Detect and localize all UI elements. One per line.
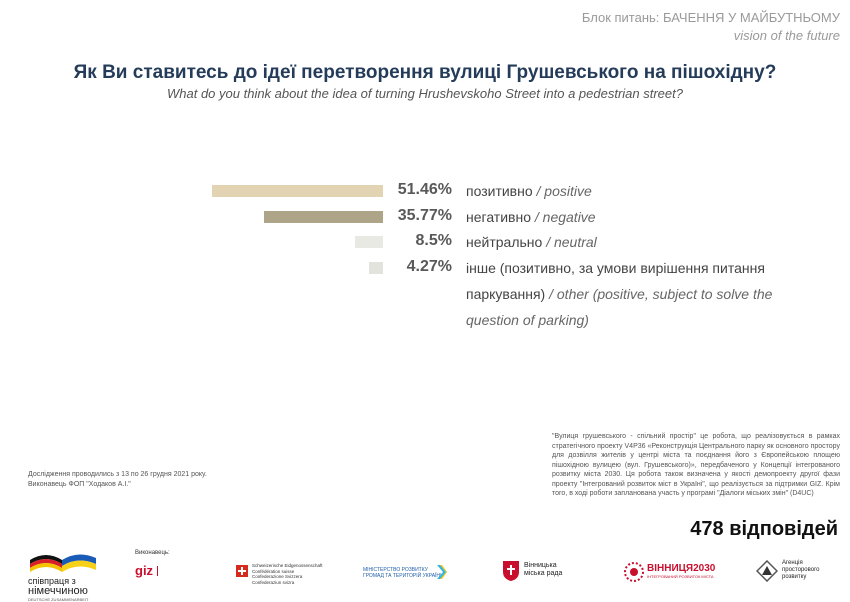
giz-label: Виконавець: [135, 550, 170, 556]
category-ua-4: інше (позитивно, за умови вирішення пита… [466, 260, 765, 302]
bar-value-label-1: 51.46% [397, 181, 452, 198]
flags-icon [30, 554, 96, 572]
category-en-3: / neutral [546, 234, 597, 250]
swiss-line-4: Confederaziun svizra [252, 579, 295, 585]
category-label-3: нейтрально / neutral [466, 229, 826, 255]
category-label-4: інше (позитивно, за умови вирішення пита… [466, 255, 776, 333]
ministry-line1: МІНІСТЕРСТВО РОЗВИТКУ [363, 567, 428, 573]
logo-germany-cooperation: співпраця з німеччиною DEUTSCHE ZUSAMMEN… [28, 550, 108, 602]
swiss-line-1: Schweizerische Eidgenossenschaft [252, 563, 323, 568]
category-en-4: / other (positive, subject to solve the … [466, 286, 773, 328]
block-header: Блок питань: БАЧЕННЯ У МАЙБУТНЬОМУ visio… [582, 9, 840, 45]
germany-line2: німеччиною [28, 585, 88, 597]
partner-logos: співпраця з німеччиною DEUTSCHE ZUSAMMEN… [0, 544, 850, 602]
bar-2 [264, 211, 383, 223]
bar-1 [212, 185, 383, 197]
category-en-2: / negative [534, 209, 596, 225]
project-note: "Вулиця грушевського - спільний простір"… [552, 433, 840, 497]
agency-line3: розвитку [782, 574, 807, 580]
chart-title: Як Ви ставитесь до ідеї перетворення вул… [73, 62, 777, 83]
ministry-line2: ГРОМАД ТА ТЕРИТОРІЙ УКРАЇНИ [363, 573, 444, 579]
category-ua-3: нейтрально [466, 234, 547, 250]
vinnytsia2030-name: ВІННИЦЯ2030 [647, 563, 716, 574]
logo-ministry: МІНІСТЕРСТВО РОЗВИТКУ ГРОМАД ТА ТЕРИТОРІ… [363, 550, 453, 594]
chart-subtitle: What do you think about the idea of turn… [167, 86, 683, 101]
swiss-line-3: Confederazione Svizzera [252, 574, 303, 579]
germany-line3: DEUTSCHE ZUSAMMENARBEIT [28, 597, 89, 602]
ministry-chevron-icon [437, 565, 447, 579]
sunburst-icon [624, 562, 644, 582]
block-label-en: vision of the future [733, 28, 840, 43]
survey-note: Дослідження проводились з 13 по 26 грудн… [28, 470, 207, 490]
giz-subtext-icon [157, 565, 198, 576]
category-ua-1: позитивно [466, 183, 537, 199]
logo-giz: Виконавець: giz [135, 550, 215, 594]
bar-value-label-2: 35.77% [397, 207, 452, 224]
city-crest-icon [503, 561, 519, 581]
agency-emblem-icon [756, 560, 778, 582]
logo-vinnytsia-2030: ВІННИЦЯ2030 ІНТЕГРОВАНИЙ РОЗВИТОК МІСТА [624, 550, 719, 594]
agency-line2: просторового [782, 567, 820, 573]
category-en-1: / positive [536, 183, 592, 199]
agency-line1: Агенція [782, 560, 803, 566]
vinnytsia2030-tag: ІНТЕГРОВАНИЙ РОЗВИТОК МІСТА [647, 574, 714, 579]
germany-line1: співпраця з [28, 576, 76, 586]
bar-value-label-4: 4.27% [406, 258, 452, 275]
bar-4 [368, 262, 383, 274]
council-line1: Вінницька [524, 562, 557, 569]
block-label: Блок питань: БАЧЕННЯ У МАЙБУТНЬОМУ [581, 10, 840, 25]
category-ua-2: негативно [466, 209, 535, 225]
swiss-line-2: Confédération suisse [252, 568, 295, 574]
logo-agency: Агенція просторового розвитку [756, 550, 826, 594]
bar-value-label-3: 8.5% [415, 232, 452, 249]
bar-3 [354, 236, 383, 248]
logo-swiss: Schweizerische Eidgenossenschaft Confédé… [236, 550, 326, 594]
giz-name: giz [135, 563, 154, 578]
survey-contractor: Виконавець ФОП "Ходаков А.І." [28, 481, 131, 488]
council-line2: міська рада [524, 570, 563, 577]
response-count: 478 відповідей [690, 518, 838, 540]
swiss-cross-icon [236, 565, 248, 577]
logo-vinnytsia-council: Вінницька міська рада [502, 550, 572, 594]
category-label-1: позитивно / positive [466, 178, 826, 204]
category-label-2: негативно / negative [466, 204, 826, 230]
survey-dates: Дослідження проводились з 13 по 26 грудн… [28, 471, 207, 478]
